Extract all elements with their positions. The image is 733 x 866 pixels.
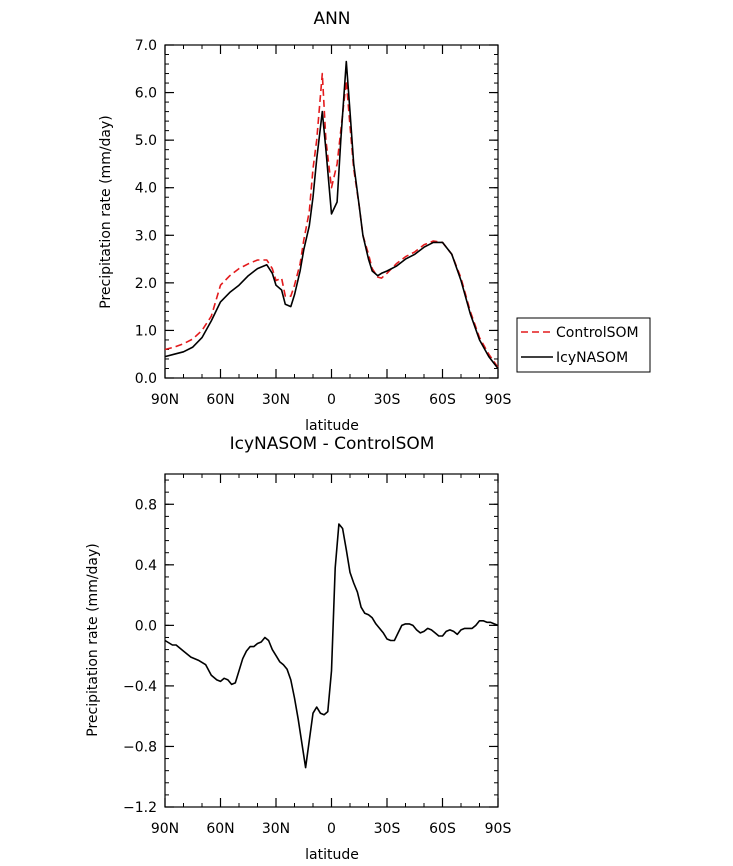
x-tick-label: 60S bbox=[429, 392, 456, 408]
top-y-ticks: 0.0 1.0 2.0 3.0 4.0 5.0 6.0 7.0 bbox=[135, 38, 498, 387]
bottom-y-axis-label: Precipitation rate (mm/day) bbox=[85, 543, 101, 737]
y-tick-label: −1.2 bbox=[123, 800, 157, 816]
y-tick-label: 0.0 bbox=[135, 618, 157, 634]
top-chart: ANN 0.0 1.0 2.0 3.0 4.0 5.0 6.0 7.0 90N 60N 30N 0 3… bbox=[98, 9, 651, 434]
x-tick-label: 30S bbox=[374, 392, 401, 408]
x-tick-label: 90N bbox=[151, 392, 179, 408]
x-tick-label: 30N bbox=[262, 821, 290, 837]
top-x-ticks: 90N 60N 30N 0 30S 60S 90S bbox=[151, 45, 512, 408]
legend-label-icynasom: IcyNASOM bbox=[556, 350, 628, 366]
y-tick-label: 5.0 bbox=[135, 133, 157, 149]
x-tick-label: 90N bbox=[151, 821, 179, 837]
y-tick-label: 2.0 bbox=[135, 276, 157, 292]
y-tick-label: 0.8 bbox=[135, 497, 157, 513]
legend: ControlSOM IcyNASOM bbox=[516, 317, 651, 373]
y-tick-label: −0.8 bbox=[123, 739, 157, 755]
bottom-chart-title: IcyNASOM - ControlSOM bbox=[230, 434, 435, 454]
y-tick-label: 7.0 bbox=[135, 38, 157, 54]
y-tick-label: 4.0 bbox=[135, 181, 157, 197]
x-tick-label: 90S bbox=[485, 821, 512, 837]
series-line-controlsom bbox=[164, 72, 499, 368]
bottom-x-axis-label: latitude bbox=[305, 847, 359, 863]
x-tick-label: 0 bbox=[327, 392, 336, 408]
x-tick-label: 60N bbox=[206, 392, 234, 408]
x-tick-label: 30N bbox=[262, 392, 290, 408]
x-tick-label: 90S bbox=[485, 392, 512, 408]
top-chart-title: ANN bbox=[313, 9, 350, 29]
x-tick-label: 60S bbox=[429, 821, 456, 837]
series-line-icynasom bbox=[164, 60, 499, 369]
x-tick-label: 0 bbox=[327, 821, 336, 837]
x-tick-label: 30S bbox=[374, 821, 401, 837]
y-tick-label: 6.0 bbox=[135, 86, 157, 102]
top-series-lines bbox=[164, 60, 499, 369]
top-y-axis-label: Precipitation rate (mm/day) bbox=[98, 115, 114, 309]
bottom-series-lines bbox=[164, 523, 499, 769]
legend-box bbox=[516, 317, 651, 373]
y-tick-label: −0.4 bbox=[123, 679, 157, 695]
difference-line bbox=[164, 523, 499, 769]
top-x-axis-label: latitude bbox=[305, 418, 359, 434]
x-tick-label: 60N bbox=[206, 821, 234, 837]
y-tick-label: 1.0 bbox=[135, 323, 157, 339]
y-tick-label: 0.0 bbox=[135, 371, 157, 387]
y-tick-label: 3.0 bbox=[135, 228, 157, 244]
bottom-chart: IcyNASOM - ControlSOM 0.8 0.4 0.0 −0.4 −0.8 −… bbox=[85, 434, 511, 863]
y-tick-label: 0.4 bbox=[135, 558, 157, 574]
legend-label-controlsom: ControlSOM bbox=[556, 325, 639, 341]
bottom-x-ticks: 90N 60N 30N 0 30S 60S 90S bbox=[151, 474, 512, 837]
bottom-plot-frame bbox=[164, 473, 499, 808]
bottom-y-ticks: 0.8 0.4 0.0 −0.4 −0.8 −1.2 bbox=[123, 479, 498, 816]
